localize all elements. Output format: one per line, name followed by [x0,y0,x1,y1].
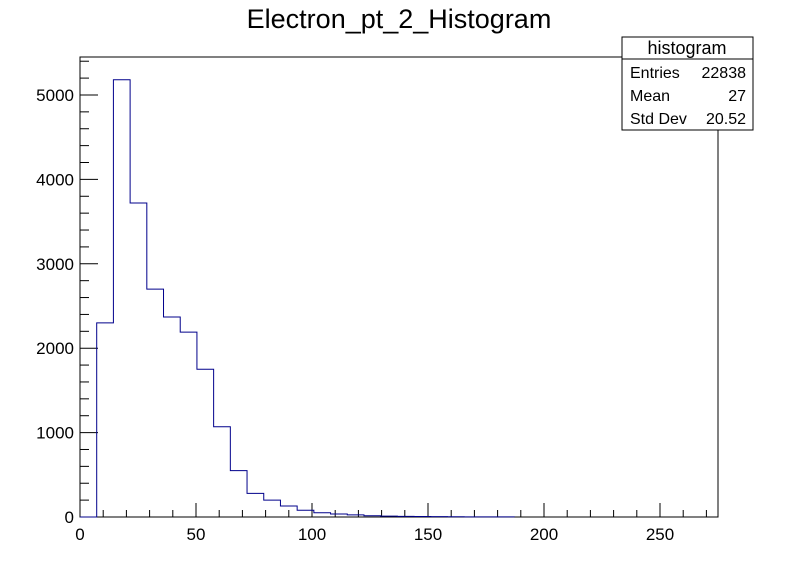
stats-entries-value: 22838 [702,65,747,82]
stats-stddev-label: Std Dev [630,111,687,128]
histogram-bin [264,500,281,517]
histogram-bin [180,332,197,517]
stats-box: histogram Entries 22838 Mean 27 Std Dev … [621,36,754,131]
y-tick-label: 5000 [36,86,74,105]
stats-entries-label: Entries [630,65,680,82]
histogram-outline [80,79,515,518]
histogram-bins [97,80,515,517]
y-tick-label: 1000 [36,424,74,443]
x-tick-label: 100 [298,525,326,544]
x-tick-label: 200 [530,525,558,544]
y-tick-label: 3000 [36,255,74,274]
axis-ticks [79,60,707,518]
histogram-bin [197,369,214,517]
x-tick-label: 0 [75,525,84,544]
histogram-bin [247,493,264,517]
stats-box-title: histogram [647,38,726,58]
histogram-bin [230,471,247,517]
histogram-bin [113,80,130,517]
histogram-bin [130,203,147,517]
stats-mean-value: 27 [728,88,746,105]
chart-title: Electron_pt_2_Histogram [247,4,552,34]
stats-stddev-value: 20.52 [706,111,746,128]
histogram-bin [314,513,331,517]
x-tick-label: 250 [646,525,674,544]
y-tick-label: 2000 [36,339,74,358]
histogram-bin [214,427,231,517]
plot-frame [79,56,719,518]
histogram-bin [147,289,164,517]
x-tick-label: 150 [414,525,442,544]
stats-mean-label: Mean [630,88,670,105]
histogram-bin [97,323,114,517]
histogram-bin [164,317,181,517]
y-tick-label: 0 [65,508,74,527]
y-tick-label: 4000 [36,170,74,189]
histogram-bin [297,510,314,517]
axis-tick-labels: 0 50 100 150 200 250 0 1000 2000 3000 4000 5000 [36,86,674,544]
stats-box-frame [621,36,754,131]
x-tick-label: 50 [187,525,206,544]
